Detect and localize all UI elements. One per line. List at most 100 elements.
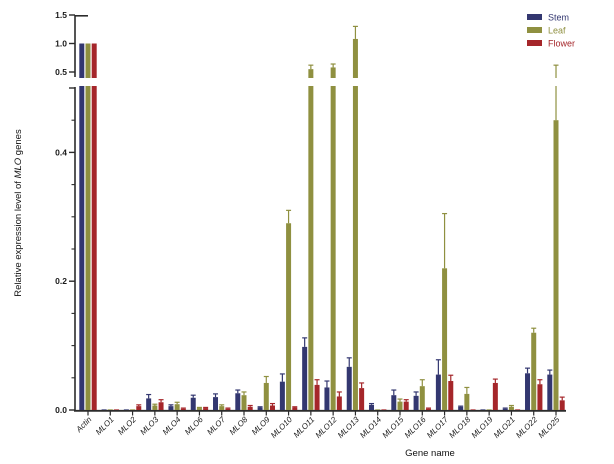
x-tick-label-mlo4: MLO4	[161, 415, 183, 437]
y-tick-label: 1.0	[55, 39, 67, 49]
legend-label-stem: Stem	[548, 13, 569, 23]
x-tick-label-mlo10: MLO10	[269, 415, 294, 440]
x-tick-label-mlo21: MLO21	[492, 415, 517, 440]
bar-leaf-mlo13-errorbar	[352, 25, 358, 39]
bar-flower-mlo3-errorbar	[158, 399, 164, 403]
bar-leaf-mlo1	[107, 409, 113, 410]
bar-stem-mlo10	[279, 381, 285, 410]
x-tick-label-mlo19: MLO19	[470, 415, 495, 440]
bar-leaf-mlo6	[196, 408, 202, 410]
bar-leaf-mlo18	[464, 393, 470, 410]
bar-leaf-mlo11-errorbar	[308, 64, 314, 70]
bar-stem-mlo12-errorbar	[324, 380, 330, 388]
bar-stem-mlo9-errorbar	[257, 406, 263, 408]
bar-stem-mlo8	[235, 393, 241, 410]
x-tick-label-mlo16: MLO16	[403, 415, 428, 440]
bar-stem-mlo13	[346, 366, 352, 410]
bar-flower-mlo7	[225, 408, 231, 410]
bar-flower-mlo14	[381, 409, 387, 410]
bar-flower-mlo11-errorbar	[314, 379, 320, 385]
bar-leaf-mlo25-errorbar	[553, 64, 559, 121]
series-flower	[91, 43, 565, 410]
bar-flower-mlo21	[515, 409, 521, 410]
bar-stem-mlo15	[391, 395, 397, 410]
y-axis-title: Relative expression level of MLO genes	[13, 129, 24, 297]
bar-flower-mlo17	[448, 381, 454, 410]
x-tick-label-actin: Actin	[74, 415, 94, 435]
bar-flower-mlo7-errorbar	[225, 407, 231, 409]
bar-flower-mlo4	[180, 408, 186, 410]
bar-flower-mlo4-errorbar	[180, 407, 186, 409]
bar-stem-actin	[79, 86, 85, 410]
legend-item-flower: Flower	[527, 39, 575, 49]
bar-leaf-mlo3-errorbar	[152, 403, 158, 406]
bar-stem-mlo13-errorbar	[346, 357, 352, 367]
bar-flower-mlo6-errorbar	[203, 406, 209, 409]
x-tick-label-mlo17: MLO17	[425, 415, 450, 440]
bar-leaf-mlo7	[219, 406, 225, 410]
bar-leaf-mlo6-errorbar	[196, 406, 202, 409]
bar-leaf-mlo17-errorbar	[442, 212, 448, 269]
bar-leaf-mlo4	[174, 404, 180, 410]
series-leaf	[85, 25, 559, 410]
bar-stem-mlo9	[257, 407, 263, 410]
bar-stem-actin-upper	[79, 43, 85, 78]
bar-leaf-mlo13	[352, 86, 358, 410]
bar-flower-mlo16	[425, 408, 431, 410]
x-tick-label-mlo11: MLO11	[292, 415, 316, 439]
bar-leaf-mlo11	[308, 86, 314, 410]
bar-stem-mlo16-errorbar	[413, 391, 419, 396]
bar-leaf-mlo10	[286, 223, 292, 410]
bar-stem-mlo21	[502, 408, 508, 410]
bar-leaf-mlo10-errorbar	[286, 209, 292, 224]
bar-leaf-mlo18-errorbar	[464, 386, 470, 394]
bar-flower-mlo22	[537, 384, 543, 410]
x-tick-label-mlo1: MLO1	[94, 415, 116, 437]
bar-leaf-mlo19	[486, 409, 492, 410]
legend-item-leaf: Leaf	[527, 26, 566, 36]
bar-stem-mlo7-errorbar	[213, 393, 219, 398]
bar-leaf-mlo12-upper	[330, 67, 336, 78]
bar-stem-mlo10-errorbar	[279, 373, 285, 382]
bar-flower-mlo13	[359, 388, 365, 410]
bar-flower-mlo1	[113, 409, 119, 410]
bar-stem-mlo3-errorbar	[146, 393, 152, 399]
x-tick-label-mlo15: MLO15	[381, 415, 406, 440]
bar-stem-mlo4-errorbar	[168, 404, 174, 407]
bar-leaf-mlo21	[508, 406, 514, 410]
bar-flower-mlo8	[247, 406, 253, 410]
bar-leaf-mlo12	[330, 86, 336, 410]
x-tick-label-mlo13: MLO13	[336, 415, 361, 440]
bar-leaf-mlo12-errorbar	[330, 63, 336, 68]
bar-leaf-mlo17	[442, 268, 448, 410]
bar-leaf-mlo13-upper	[352, 38, 358, 78]
y-tick-label: 0.4	[55, 147, 67, 157]
bar-flower-mlo6	[203, 408, 209, 410]
bar-stem-mlo6-errorbar	[190, 394, 196, 398]
bar-stem-mlo16	[413, 395, 419, 410]
bar-stem-mlo25-errorbar	[547, 369, 553, 375]
bar-leaf-mlo3	[152, 405, 158, 410]
bar-stem-mlo14	[369, 404, 375, 410]
bar-stem-mlo6	[190, 397, 196, 410]
bar-leaf-mlo15	[397, 401, 403, 410]
bar-stem-mlo17-errorbar	[435, 359, 441, 375]
bar-leaf-mlo14	[375, 409, 381, 410]
bar-flower-mlo18	[470, 409, 476, 410]
series-stem	[79, 43, 553, 410]
bar-stem-mlo12	[324, 387, 330, 410]
bar-flower-mlo2	[136, 406, 142, 410]
bar-flower-actin-upper	[91, 43, 97, 78]
bar-flower-mlo15-errorbar	[403, 399, 409, 402]
bar-leaf-mlo22-errorbar	[531, 327, 537, 333]
bar-stem-mlo18	[458, 406, 464, 410]
bar-leaf-mlo16-errorbar	[419, 379, 425, 387]
bar-stem-mlo15-errorbar	[391, 389, 397, 396]
bar-flower-mlo19	[492, 382, 498, 410]
x-tick-label-mlo8: MLO8	[228, 415, 250, 437]
bar-stem-mlo11-errorbar	[302, 337, 308, 347]
bar-flower-mlo13-errorbar	[359, 382, 365, 389]
bar-flower-mlo12	[336, 396, 342, 410]
